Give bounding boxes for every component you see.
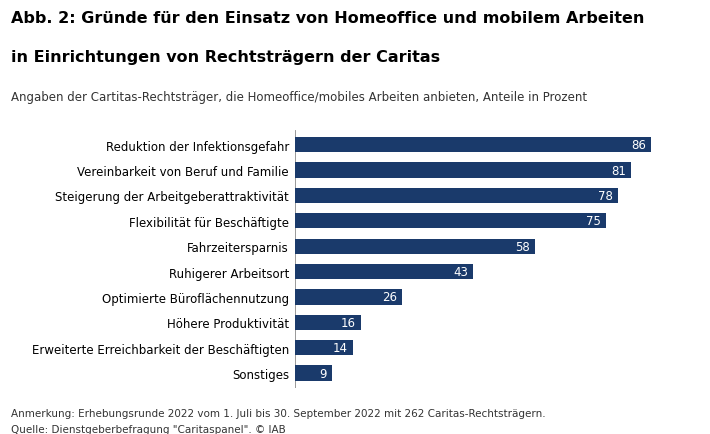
Text: 14: 14: [333, 342, 348, 355]
Bar: [295, 163, 630, 178]
Bar: [295, 315, 361, 330]
Text: 26: 26: [383, 291, 398, 304]
Bar: [295, 365, 332, 381]
Text: 58: 58: [515, 240, 530, 253]
Text: 75: 75: [586, 215, 601, 228]
Text: 78: 78: [599, 190, 613, 203]
Text: 9: 9: [320, 367, 327, 380]
Text: Quelle: Dienstgeberbefragung "Caritaspanel". © IAB: Quelle: Dienstgeberbefragung "Caritaspan…: [11, 424, 285, 434]
Bar: [295, 290, 403, 305]
Text: Anmerkung: Erhebungsrunde 2022 vom 1. Juli bis 30. September 2022 mit 262 Carita: Anmerkung: Erhebungsrunde 2022 vom 1. Ju…: [11, 408, 545, 418]
Text: Abb. 2: Gründe für den Einsatz von Homeoffice und mobilem Arbeiten: Abb. 2: Gründe für den Einsatz von Homeo…: [11, 11, 644, 26]
Bar: [295, 188, 618, 204]
Text: Angaben der Cartitas-Rechtsträger, die Homeoffice/mobiles Arbeiten anbieten, Ant: Angaben der Cartitas-Rechtsträger, die H…: [11, 91, 586, 104]
Bar: [295, 239, 535, 254]
Bar: [295, 340, 353, 355]
Bar: [295, 264, 473, 279]
Text: 81: 81: [611, 164, 626, 177]
Text: in Einrichtungen von Rechtsträgern der Caritas: in Einrichtungen von Rechtsträgern der C…: [11, 50, 439, 65]
Bar: [295, 214, 606, 229]
Text: 43: 43: [453, 266, 468, 279]
Bar: [295, 138, 651, 153]
Text: 86: 86: [631, 139, 646, 152]
Text: 16: 16: [341, 316, 356, 329]
